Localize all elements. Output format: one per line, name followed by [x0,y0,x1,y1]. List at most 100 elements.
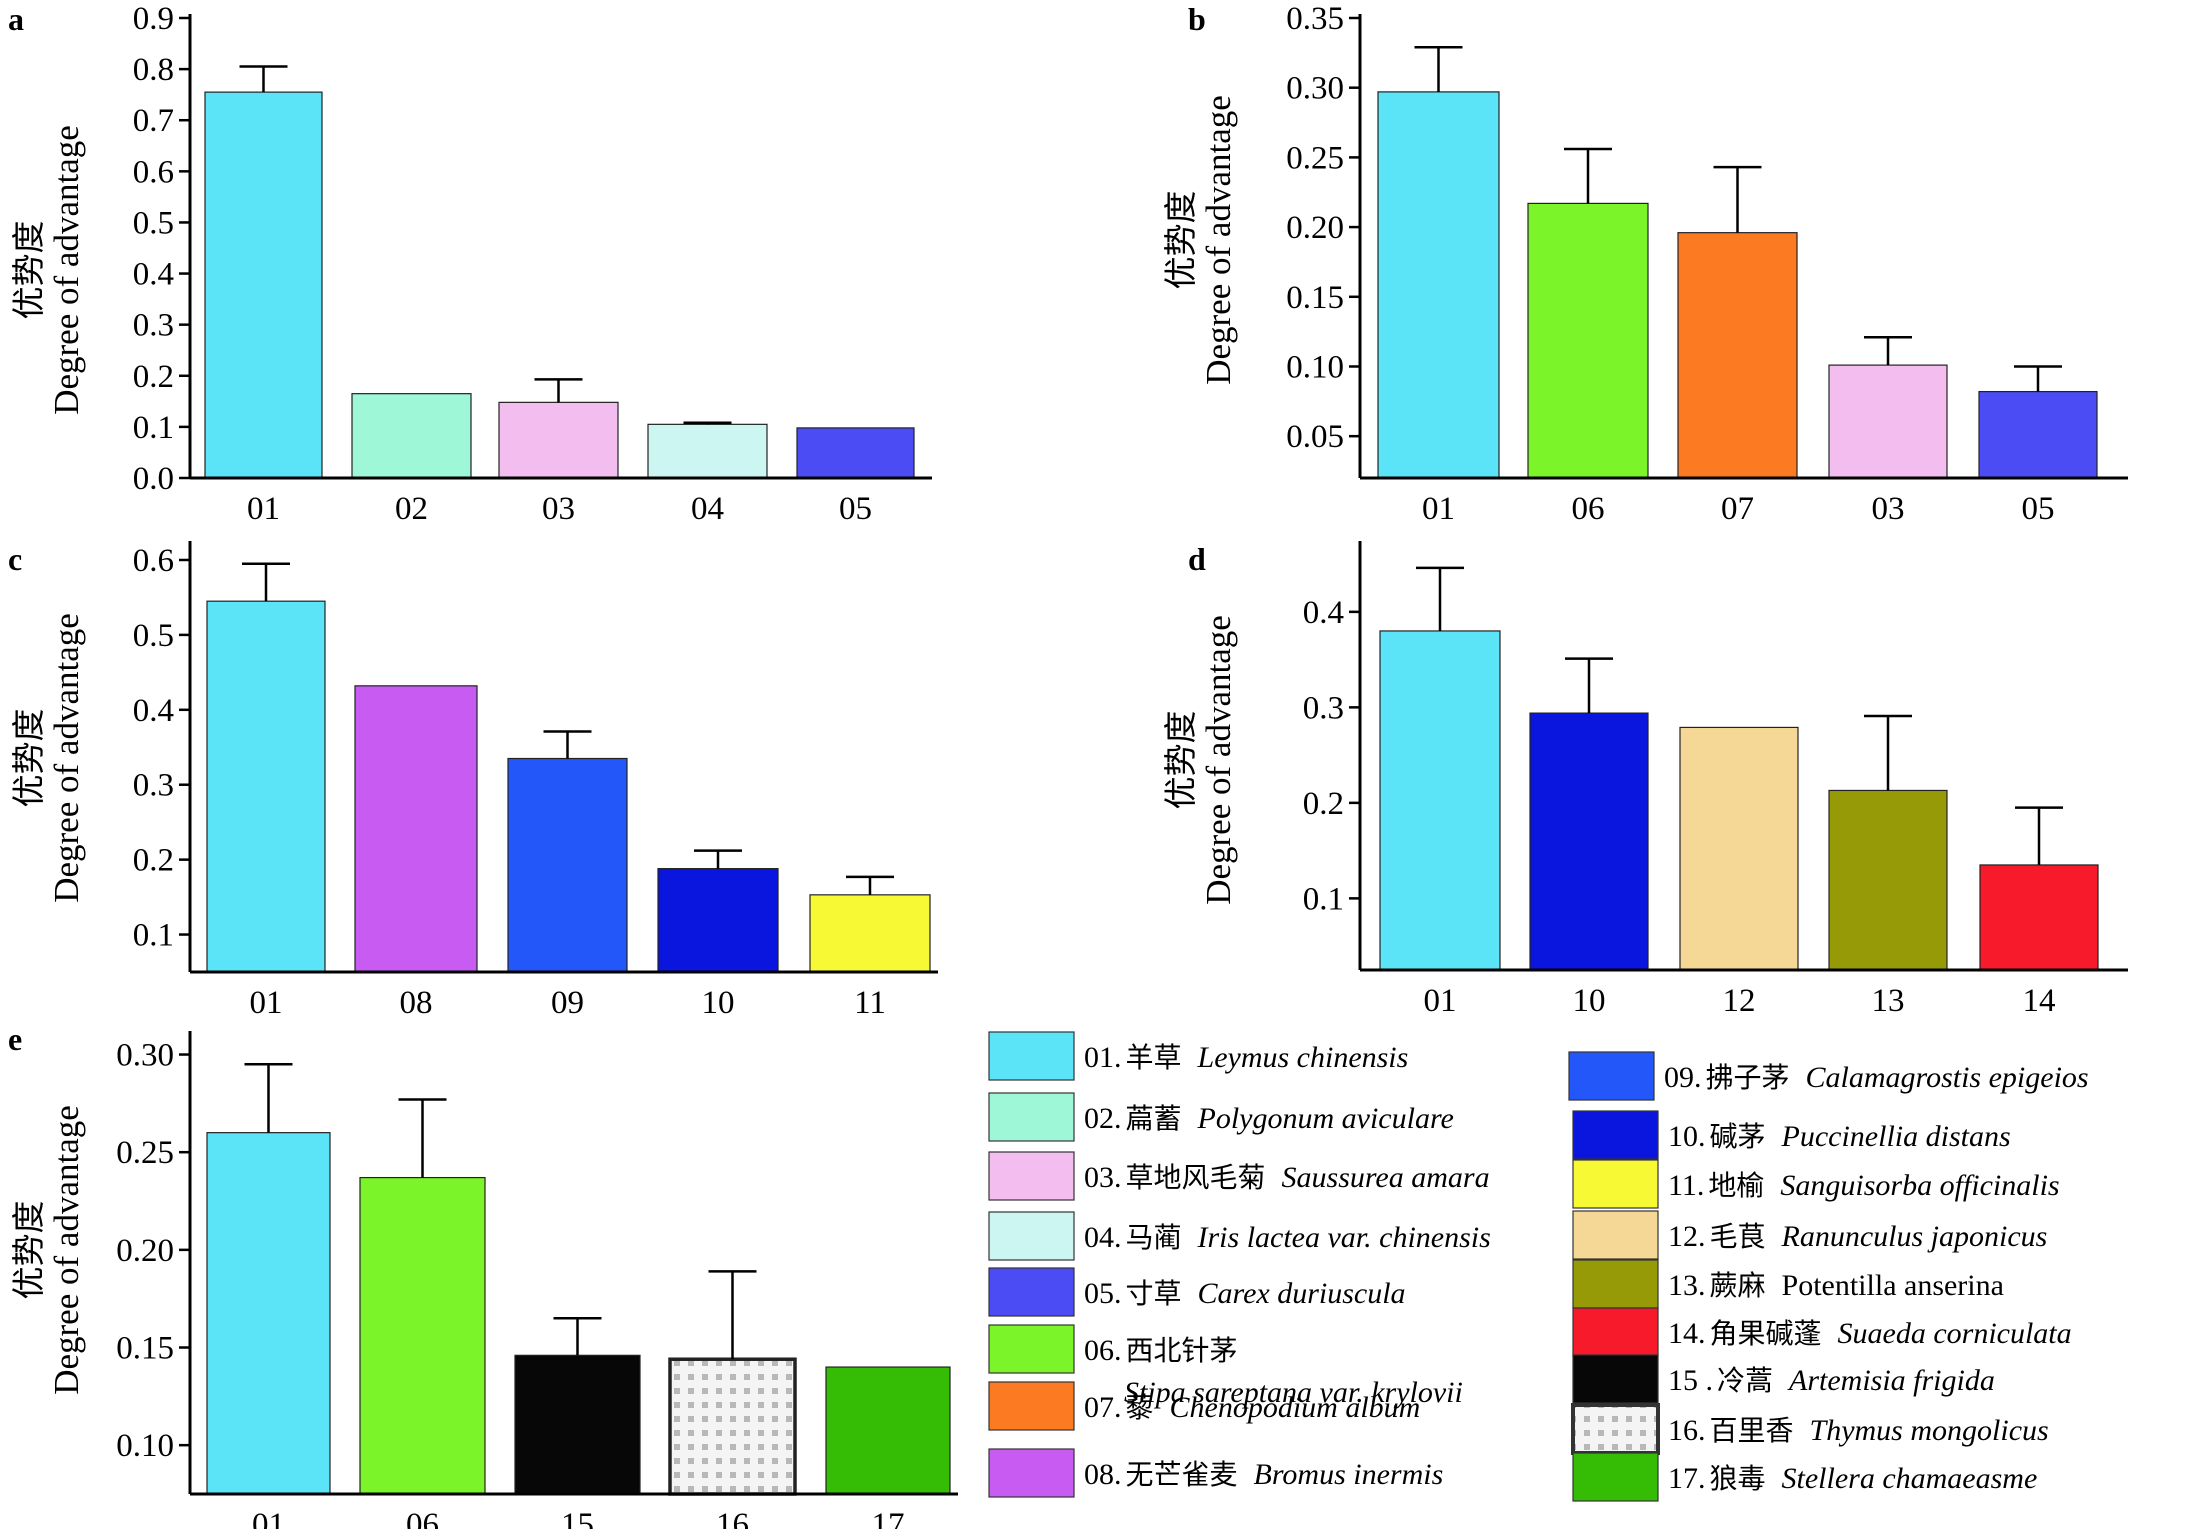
bar-06 [1527,202,1649,479]
bar-13 [1828,789,1948,971]
bar-05 [1978,390,2098,479]
panel-d: d 优势度 Degree of advantage 01 10 12 13 14 0.1 0.2 0… [1161,541,2128,1019]
panel-c: c 优势度 Degree of advantage 01 08 09 10 11 0.1 0.2 0… [8,541,938,1021]
y-tick-label: 0.15 [1286,280,1344,316]
y-tick-label: 0.4 [1303,595,1344,631]
legend-swatch-05 [988,1267,1075,1317]
legend-swatch-07 [988,1381,1075,1431]
legend-label: 09. 拂子茅 Calamagrostis epigeios [1664,1061,2089,1094]
y-tick-label: 0.2 [133,359,174,395]
x-tick-label: 16 [716,1507,749,1529]
x-tick-label: 09 [551,985,584,1021]
x-tick-label: 12 [1723,983,1756,1019]
legend-item-09: 09. 拂子茅 Calamagrostis epigeios [1568,1051,2089,1101]
x-tick-label: 01 [1424,983,1457,1019]
legend-item-16: 16. 百里香 Thymus mongolicus [1571,1403,2049,1455]
legend-label: 17. 狼毒 Stellera chamaeasme [1668,1462,2037,1495]
bar-05 [796,427,915,479]
bar-01 [206,600,326,973]
bar-03 [1828,364,1948,479]
legend-item-02: 02. 萹蓄 Polygonum aviculare [988,1092,1454,1142]
y-axis-label-cn: 优势度 [1161,191,1200,290]
y-tick-label: 0.25 [1286,140,1344,176]
legend-item-12: 12. 毛茛 Ranunculus japonicus [1572,1210,2047,1260]
legend-swatch-16 [1571,1403,1660,1455]
y-tick-label: 0.30 [1286,71,1344,107]
y-tick-label: 0.35 [1286,1,1344,37]
y-tick-label: 0.30 [116,1038,174,1074]
bar-10 [1529,712,1649,971]
legend-label: 08. 无芒雀麦 Bromus inermis [1084,1458,1443,1491]
y-axis-label-cn: 优势度 [1161,711,1200,810]
legend-swatch-03 [988,1151,1075,1201]
y-axis-label-en: Degree of advantage [47,125,86,415]
y-tick-label: 0.2 [1303,786,1344,822]
legend-swatch-12 [1572,1210,1659,1260]
legend-label: 13. 蕨麻 Potentilla anserina [1668,1269,2004,1302]
legend-swatch-01 [988,1031,1075,1081]
bar-04 [647,423,768,479]
y-tick-label: 0.10 [1286,349,1344,385]
panel-letter: c [8,541,22,577]
legend-label: 12. 毛茛 Ranunculus japonicus [1668,1220,2047,1253]
x-tick-label: 05 [839,491,872,527]
bar-10 [657,868,779,973]
x-tick-label: 02 [395,491,428,527]
bar-09 [507,757,628,973]
x-tick-label: 10 [1573,983,1606,1019]
y-tick-label: 0.6 [133,543,174,579]
y-tick-label: 0.20 [116,1233,174,1269]
x-tick-label: 07 [1721,491,1754,527]
y-axis-label-en: Degree of advantage [47,1105,86,1395]
x-tick-label: 04 [691,491,724,527]
y-tick-label: 0.10 [116,1428,174,1464]
legend-swatch-02 [988,1092,1075,1142]
y-tick-label: 0.3 [133,308,174,344]
y-tick-label: 0.25 [116,1135,174,1171]
y-tick-label: 0.7 [133,103,174,139]
bar-01 [204,91,323,479]
bar-16 [668,1357,797,1496]
bar-11 [809,894,931,973]
y-tick-label: 0.9 [133,1,174,37]
legend-label: 04. 马蔺 Iris lactea var. chinensis [1084,1221,1491,1254]
y-axis-label-en: Degree of advantage [47,613,86,903]
legend-swatch-14 [1572,1307,1659,1357]
panel-letter: d [1188,541,1206,577]
y-tick-label: 0.3 [133,768,174,804]
y-tick-label: 0.0 [133,461,174,497]
legend-item-11: 11. 地榆 Sanguisorba officinalis [1572,1159,2060,1209]
legend-swatch-11 [1572,1159,1659,1209]
legend-item-04: 04. 马蔺 Iris lactea var. chinensis [988,1211,1491,1261]
bar-07 [1677,232,1798,479]
y-axis-label-en: Degree of advantage [1199,95,1238,385]
panel-e: e 优势度 Degree of advantage 01 06 15 16 17 0.10 0.1… [8,1021,958,1529]
panel-b: b 优势度 Degree of advantage 01 06 07 03 05 0.05 0.1… [1161,1,2128,527]
y-axis-label-cn: 优势度 [9,709,48,808]
x-tick-label: 08 [400,985,433,1021]
y-tick-label: 0.1 [133,918,174,954]
y-tick-label: 0.05 [1286,419,1344,455]
legend-item-15: 15 . 冷蒿 Artemisia frigida [1572,1354,1995,1404]
bar-01 [1379,630,1501,971]
legend-item-01: 01. 羊草 Leymus chinensis [988,1031,1408,1081]
x-tick-label: 05 [2022,491,2055,527]
x-tick-label: 06 [1572,491,1605,527]
legend-item-07: 07. 藜 Chenopodium album [988,1381,1420,1431]
x-tick-label: 11 [854,985,886,1021]
legend-label: 11. 地榆 Sanguisorba officinalis [1668,1169,2060,1202]
legend-label: 16. 百里香 Thymus mongolicus [1668,1414,2049,1447]
y-tick-label: 0.8 [133,52,174,88]
x-tick-label: 17 [872,1507,905,1529]
legend-label: 02. 萹蓄 Polygonum aviculare [1084,1102,1454,1135]
legend-label: 06. 西北针茅 [1084,1334,1238,1367]
legend-swatch-04 [988,1211,1075,1261]
panel-letter: a [8,1,24,37]
y-tick-label: 0.4 [133,693,174,729]
y-axis-label-cn: 优势度 [9,221,48,320]
x-tick-label: 01 [250,985,283,1021]
bar-08 [354,685,478,973]
bar-14 [1979,864,2099,971]
legend-label: 14. 角果碱蓬 Suaeda corniculata [1668,1317,2072,1350]
